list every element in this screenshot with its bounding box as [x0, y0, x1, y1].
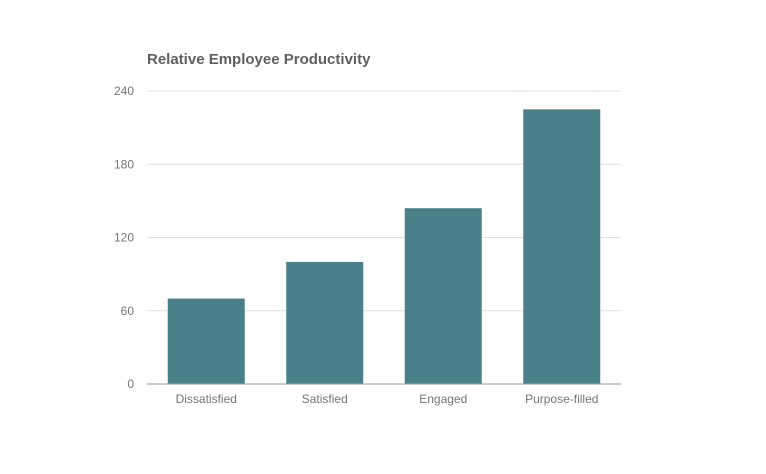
- y-tick-label: 180: [114, 157, 134, 171]
- y-tick-label: 240: [114, 84, 134, 98]
- chart-title: Relative Employee Productivity: [147, 51, 371, 68]
- x-tick-label: Engaged: [419, 392, 467, 406]
- bar-purpose-filled: [523, 109, 601, 384]
- x-tick-label: Dissatisfied: [176, 392, 237, 406]
- axes: 0 60 120 180 240 Dissatisfied Satisfied Engaged…: [114, 84, 621, 406]
- bars: [167, 109, 601, 384]
- y-tick-label: 120: [114, 231, 134, 245]
- bar-engaged: [404, 208, 482, 384]
- y-tick-label: 60: [121, 304, 135, 318]
- x-tick-label: Satisfied: [302, 392, 348, 406]
- bar-satisfied: [286, 261, 364, 384]
- y-tick-label: 0: [127, 377, 134, 391]
- bar-dissatisfied: [167, 298, 245, 384]
- x-tick-label: Purpose-filled: [525, 392, 598, 406]
